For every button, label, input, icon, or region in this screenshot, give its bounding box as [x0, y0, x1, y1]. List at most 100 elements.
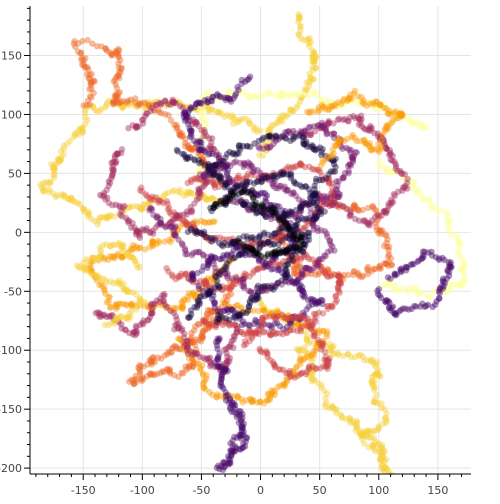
scatter-point [362, 98, 370, 106]
scatter-point [126, 203, 134, 211]
scatter-point [75, 126, 83, 133]
scatter-point [381, 465, 388, 472]
scatter-point [142, 100, 149, 107]
scatter-point [192, 291, 199, 298]
scatter-point [460, 264, 468, 272]
scatter-point [229, 112, 236, 119]
scatter-point [91, 217, 99, 225]
walk-series [257, 299, 398, 474]
scatter-point [97, 214, 104, 221]
scatter-point [407, 284, 415, 291]
scatter-point [107, 304, 114, 311]
scatter-point [310, 58, 318, 65]
scatter-point [55, 157, 63, 164]
scatter-point [419, 195, 426, 202]
scatter-point [419, 124, 426, 131]
scatter-point [60, 142, 67, 149]
scatter-point [413, 188, 421, 196]
scatter-point [382, 456, 390, 463]
scatter-point [113, 301, 120, 308]
scatter-point [432, 288, 440, 295]
scatter-point [424, 293, 431, 300]
scatter-point [350, 418, 357, 425]
scatter-point [118, 146, 126, 153]
scatter-point [445, 285, 453, 292]
scatter-point [81, 106, 89, 114]
scatter-point [309, 54, 316, 61]
scatter-point [445, 225, 452, 232]
scatter-point [297, 94, 305, 101]
scatter-point [306, 70, 313, 78]
scatter-point [363, 427, 371, 435]
scatter-point [275, 311, 282, 318]
scatter-point [232, 321, 239, 329]
scatter-point [128, 302, 135, 309]
scatter-point [189, 106, 196, 113]
scatter-point [390, 286, 397, 293]
scatter-point [297, 27, 304, 34]
scatter-point [370, 382, 378, 389]
scatter-point [101, 285, 108, 293]
scatter-point [298, 323, 305, 330]
scatter-point [180, 192, 188, 199]
scatter-point [295, 11, 302, 18]
scatter-point [287, 90, 294, 98]
scatter-point [372, 361, 380, 368]
scatter-point [211, 218, 218, 225]
scatter-point [368, 377, 376, 385]
scatter-point [48, 161, 55, 168]
scatter-point [181, 296, 188, 303]
scatter-point [297, 35, 305, 42]
scatter-point [198, 287, 205, 294]
scatter-point [414, 291, 421, 298]
scatter-point [203, 196, 210, 203]
scatter-point [312, 64, 320, 72]
scatter-point [337, 103, 345, 111]
scatter-point [411, 119, 419, 127]
scatter-point [112, 303, 120, 310]
scatter-point [290, 107, 297, 115]
scatter-point [170, 306, 178, 314]
scatter-point [224, 261, 231, 268]
scatter-point [384, 167, 391, 174]
scatter-point [198, 284, 206, 291]
scatter-point [311, 88, 318, 96]
scatter-point [202, 123, 209, 130]
scatter-point [200, 129, 207, 136]
scatter-point [134, 103, 142, 111]
scatter-point [316, 93, 324, 101]
scatter-point [388, 280, 395, 287]
scatter-point [378, 457, 385, 464]
scatter-point [139, 205, 146, 212]
scatter-point [261, 91, 268, 98]
scatter-point [215, 336, 222, 343]
scatter-point [406, 181, 414, 188]
scatter-point [179, 303, 186, 310]
scatter-point [57, 157, 64, 164]
scatter-point [297, 23, 304, 30]
scatter-point [306, 35, 313, 42]
scatter-point [301, 36, 308, 44]
scatter-point [367, 102, 374, 109]
scatter-point [368, 378, 375, 385]
scatter-point [198, 164, 205, 172]
scatter-point [279, 118, 286, 125]
scatter-point [279, 92, 286, 99]
scatter-point [220, 200, 227, 207]
scatter-point [368, 358, 375, 365]
scatter-point [208, 194, 216, 201]
scatter-point [371, 105, 379, 112]
scatter-point [311, 53, 318, 60]
scatter-point [79, 126, 86, 134]
scatter-point [446, 228, 454, 235]
scatter-point [195, 167, 202, 175]
scatter-point [375, 372, 383, 379]
scatter-point [135, 203, 143, 210]
scatter-point [296, 348, 304, 355]
scatter-point [252, 125, 259, 132]
scatter-point [405, 177, 412, 184]
scatter-point [460, 256, 467, 264]
scatter-point [154, 97, 161, 105]
scatter-point [322, 395, 329, 402]
scatter-point [392, 168, 399, 175]
